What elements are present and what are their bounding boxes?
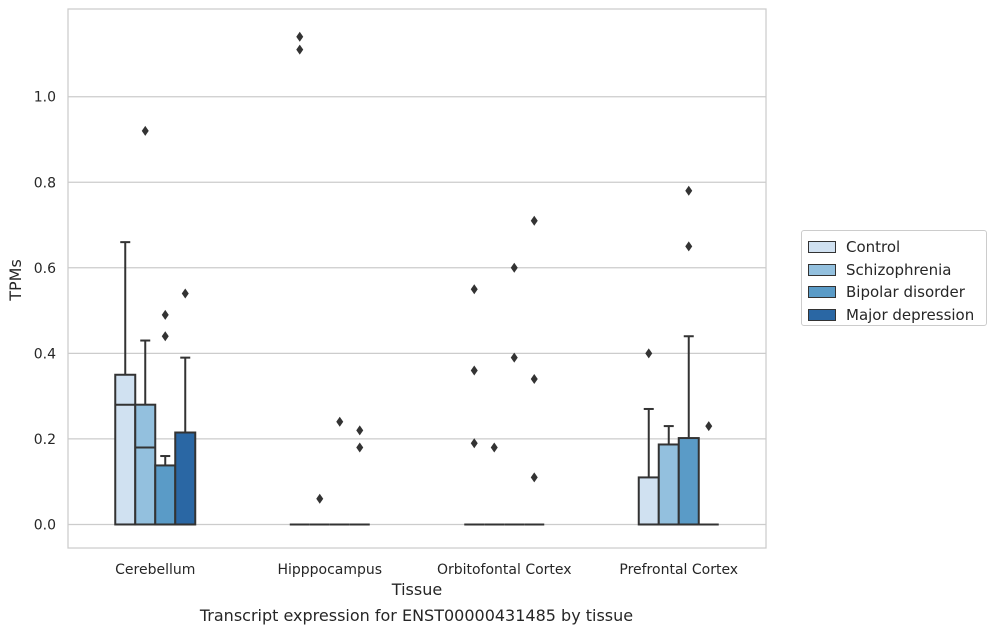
box-body bbox=[154, 464, 177, 526]
box-control-hipppocampus bbox=[289, 31, 310, 526]
outlier-point bbox=[530, 472, 538, 483]
outlier-point bbox=[161, 331, 169, 342]
legend-item-schizophrenia: Schizophrenia bbox=[808, 259, 986, 282]
legend-label-schizophrenia: Schizophrenia bbox=[846, 260, 952, 279]
x-axis-tick-labels: Cerebellum Hipppocampus Orbitofontal Corte… bbox=[115, 562, 738, 578]
outlier-point bbox=[645, 348, 653, 359]
outlier-point bbox=[490, 442, 498, 453]
box-major-depression-prefrontal-cortex bbox=[698, 421, 719, 526]
outlier-point bbox=[470, 438, 478, 449]
box-schizophrenia-prefrontal-cortex bbox=[657, 425, 680, 526]
figure-caption: Transcript expression for ENST0000043148… bbox=[199, 606, 634, 625]
outlier-point bbox=[316, 493, 324, 504]
y-tick-label: 0.8 bbox=[34, 175, 56, 191]
box-control-orbitofontal-cortex bbox=[464, 284, 485, 526]
outlier-point bbox=[510, 262, 518, 273]
x-tick-label: Prefrontal Cortex bbox=[619, 562, 738, 578]
y-axis-label: TPMs bbox=[6, 259, 25, 302]
box-schizophrenia-orbitofontal-cortex bbox=[484, 442, 505, 526]
y-tick-label: 0.0 bbox=[34, 517, 56, 533]
legend-item-major-depression: Major depression bbox=[808, 304, 986, 327]
box-body bbox=[657, 443, 680, 526]
legend-swatch-major-depression bbox=[808, 308, 836, 321]
box-body bbox=[134, 403, 157, 526]
y-axis-tick-labels: 0.0 0.2 0.4 0.6 0.8 1.0 bbox=[34, 90, 56, 534]
x-tick-label: Cerebellum bbox=[115, 562, 195, 578]
outlier-point bbox=[705, 421, 713, 432]
box-series bbox=[114, 31, 719, 526]
legend: Control Schizophrenia Bipolar disorder M… bbox=[801, 230, 987, 326]
box-bipolar-disorder-orbitofontal-cortex bbox=[504, 262, 525, 526]
y-tick-label: 0.4 bbox=[34, 346, 56, 362]
legend-label-major-depression: Major depression bbox=[846, 305, 975, 324]
outlier-point bbox=[685, 241, 693, 252]
box-bipolar-disorder-cerebellum bbox=[154, 309, 177, 526]
outlier-point bbox=[470, 365, 478, 376]
plot-area-frame bbox=[67, 8, 767, 549]
box-body bbox=[637, 476, 660, 526]
outlier-point bbox=[336, 416, 344, 427]
box-major-depression-orbitofontal-cortex bbox=[524, 215, 545, 526]
y-tick-label: 0.6 bbox=[34, 261, 56, 277]
outlier-point bbox=[530, 374, 538, 385]
box-control-prefrontal-cortex bbox=[637, 348, 660, 526]
x-axis-label: Tissue bbox=[391, 580, 442, 599]
legend-swatch-bipolar-disorder bbox=[808, 286, 836, 299]
legend-item-bipolar-disorder: Bipolar disorder bbox=[808, 281, 986, 304]
box-body bbox=[114, 373, 137, 526]
legend-item-control: Control bbox=[808, 236, 986, 259]
outlier-point bbox=[141, 125, 149, 136]
outlier-point bbox=[530, 215, 538, 226]
box-schizophrenia-hipppocampus bbox=[309, 493, 330, 526]
outlier-point bbox=[470, 284, 478, 295]
box-control-cerebellum bbox=[114, 241, 137, 526]
outlier-point bbox=[356, 442, 364, 453]
legend-swatch-schizophrenia bbox=[808, 263, 836, 276]
outlier-point bbox=[296, 31, 304, 42]
outlier-point bbox=[161, 309, 169, 320]
box-body bbox=[677, 437, 700, 526]
box-major-depression-hipppocampus bbox=[349, 425, 370, 526]
x-tick-label: Hipppocampus bbox=[277, 562, 382, 578]
legend-swatch-control bbox=[808, 241, 836, 254]
legend-label-bipolar-disorder: Bipolar disorder bbox=[846, 283, 965, 302]
y-tick-label: 0.2 bbox=[34, 432, 56, 448]
outlier-point bbox=[685, 185, 693, 196]
box-bipolar-disorder-prefrontal-cortex bbox=[677, 185, 700, 526]
box-major-depression-cerebellum bbox=[174, 288, 197, 526]
legend-label-control: Control bbox=[846, 238, 901, 257]
x-tick-label: Orbitofontal Cortex bbox=[437, 562, 572, 578]
outlier-point bbox=[296, 44, 304, 55]
outlier-point bbox=[181, 288, 189, 299]
y-tick-label: 1.0 bbox=[34, 90, 56, 106]
box-schizophrenia-cerebellum bbox=[134, 125, 157, 526]
box-bipolar-disorder-hipppocampus bbox=[329, 416, 350, 526]
outlier-point bbox=[356, 425, 364, 436]
box-body bbox=[174, 431, 197, 526]
outlier-point bbox=[510, 352, 518, 363]
